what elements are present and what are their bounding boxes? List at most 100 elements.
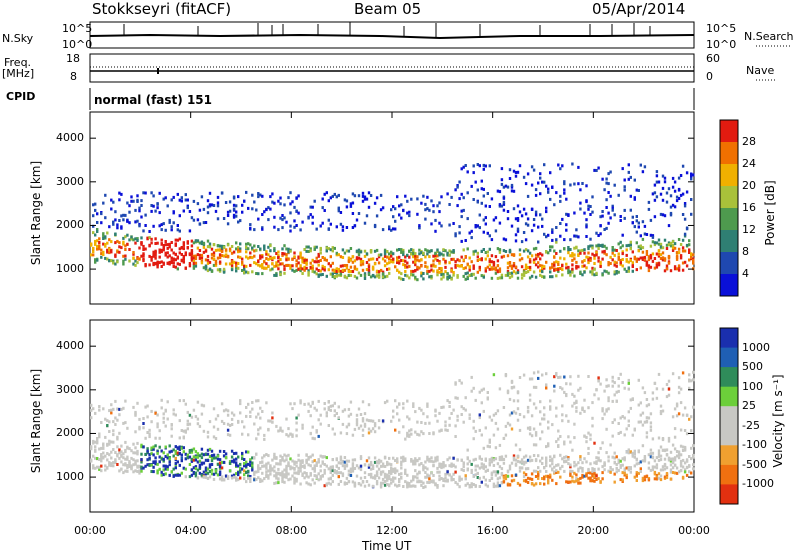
heatmap-cell xyxy=(313,459,316,463)
heatmap-cell xyxy=(255,399,258,403)
heatmap-cell xyxy=(611,204,614,208)
heatmap-cell xyxy=(500,471,504,475)
heatmap-cell xyxy=(178,463,181,467)
heatmap-cell xyxy=(188,413,192,417)
heatmap-cell xyxy=(534,443,538,447)
heatmap-cell xyxy=(285,464,288,468)
heatmap-cell xyxy=(367,456,371,460)
heatmap-cell xyxy=(526,217,530,221)
heatmap-cell xyxy=(218,248,222,252)
heatmap-cell xyxy=(317,399,320,403)
heatmap-cell xyxy=(641,258,645,261)
heatmap-cell xyxy=(198,222,202,226)
heatmap-cell xyxy=(116,418,119,422)
heatmap-cell xyxy=(329,196,332,200)
heatmap-cell xyxy=(323,463,326,466)
heatmap-cell xyxy=(452,478,455,481)
heatmap-cell xyxy=(375,257,379,261)
heatmap-cell xyxy=(263,245,266,249)
heatmap-cell xyxy=(528,459,532,463)
heatmap-cell xyxy=(152,250,155,254)
heatmap-cell xyxy=(114,451,117,454)
heatmap-cell xyxy=(496,470,500,474)
heatmap-cell xyxy=(607,399,610,403)
heatmap-cell xyxy=(388,483,391,487)
heatmap-cell xyxy=(653,215,657,219)
heatmap-cell xyxy=(255,208,258,212)
heatmap-cell xyxy=(665,267,669,271)
heatmap-cell xyxy=(186,419,189,423)
heatmap-cell xyxy=(307,269,310,273)
heatmap-cell xyxy=(498,221,502,225)
heatmap-cell xyxy=(375,269,379,273)
heatmap-cell xyxy=(605,246,608,250)
heatmap-cell xyxy=(255,452,258,456)
heatmap-cell xyxy=(440,462,443,466)
heatmap-cell xyxy=(331,469,334,473)
heatmap-cell xyxy=(255,272,258,275)
heatmap-cell xyxy=(377,275,381,279)
heatmap-cell xyxy=(613,213,616,217)
heatmap-cell xyxy=(291,407,294,411)
heatmap-cell xyxy=(277,199,280,203)
heatmap-cell xyxy=(599,232,602,236)
heatmap-cell xyxy=(214,471,218,475)
heatmap-cell xyxy=(565,382,568,386)
heatmap-cell xyxy=(518,448,522,452)
heatmap-cell xyxy=(122,262,125,266)
heatmap-cell xyxy=(561,217,564,221)
heatmap-cell xyxy=(563,469,566,473)
power-colorbar xyxy=(719,119,739,297)
heatmap-cell xyxy=(237,419,240,423)
heatmap-cell xyxy=(202,245,206,249)
heatmap-cell xyxy=(460,264,463,268)
heatmap-cell xyxy=(659,474,663,478)
heatmap-cell xyxy=(402,406,405,410)
heatmap-cell xyxy=(601,273,604,277)
heatmap-cell xyxy=(333,275,336,278)
colorbar-frame xyxy=(719,327,739,505)
heatmap-cell xyxy=(104,468,107,472)
heatmap-cell xyxy=(295,434,298,438)
heatmap-cell xyxy=(150,446,153,450)
heatmap-cell xyxy=(565,223,568,227)
heatmap-cell xyxy=(653,243,657,247)
heatmap-cell xyxy=(341,264,345,268)
heatmap-cell xyxy=(426,402,429,406)
heatmap-cell xyxy=(343,408,347,412)
heatmap-cell xyxy=(275,474,278,478)
heatmap-cell xyxy=(573,464,576,468)
heatmap-cell xyxy=(150,470,153,473)
heatmap-cell xyxy=(106,419,109,423)
heatmap-cell xyxy=(251,401,254,404)
heatmap-cell xyxy=(259,416,262,420)
heatmap-cell xyxy=(516,204,520,208)
heatmap-cell xyxy=(567,457,570,461)
heatmap-cell xyxy=(188,229,192,233)
heatmap-cell xyxy=(333,192,336,196)
heatmap-cell xyxy=(176,255,179,259)
heatmap-cell xyxy=(494,484,498,488)
heatmap-cell xyxy=(534,433,538,437)
heatmap-cell xyxy=(561,457,564,461)
heatmap-cell xyxy=(438,462,441,466)
heatmap-cell xyxy=(472,458,475,462)
heatmap-cell xyxy=(172,195,175,199)
heatmap-cell xyxy=(319,422,322,426)
heatmap-cell xyxy=(130,464,133,468)
heatmap-cell xyxy=(152,465,155,469)
heatmap-cell xyxy=(555,240,558,244)
heatmap-cell xyxy=(192,264,196,268)
heatmap-cell xyxy=(526,476,530,480)
velocity-colorbar xyxy=(719,327,739,505)
heatmap-cell xyxy=(128,210,131,214)
heatmap-cell xyxy=(164,424,167,428)
heatmap-cell xyxy=(375,482,379,486)
heatmap-cell xyxy=(329,272,332,276)
heatmap-cell xyxy=(446,277,449,281)
heatmap-cell xyxy=(545,206,548,210)
heatmap-cell xyxy=(617,377,620,380)
heatmap-cell xyxy=(434,229,437,233)
heatmap-cell xyxy=(214,437,218,440)
heatmap-cell xyxy=(120,226,123,230)
